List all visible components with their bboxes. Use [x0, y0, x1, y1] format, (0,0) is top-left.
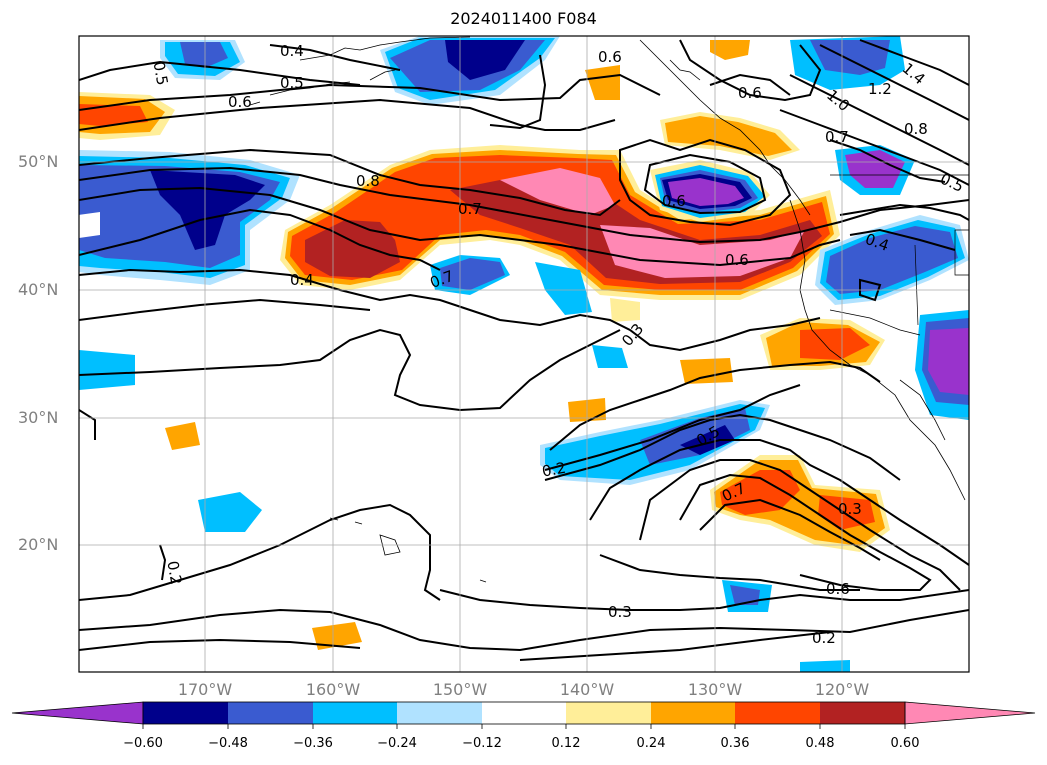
colorbar-extend-high — [904, 701, 1036, 725]
contour-label: 0.5 — [280, 74, 304, 92]
lat-label-20n: 20°N — [18, 535, 59, 554]
lon-label-130w: 130°W — [687, 680, 743, 699]
contour-label: 0.8 — [904, 120, 928, 138]
colorbar-bin — [143, 702, 228, 724]
lat-label-50n: 50°N — [18, 152, 59, 171]
contour-label: 0.8 — [356, 172, 380, 190]
colorbar-tick-label: 0.48 — [805, 736, 835, 751]
map-frame — [78, 35, 970, 673]
contour-label: 0.7 — [825, 128, 849, 146]
contour-lines — [79, 39, 969, 661]
colorbar-tick-label: 0.60 — [890, 736, 920, 751]
contour-label: 0.2 — [812, 629, 836, 647]
colorbar-outline — [142, 701, 906, 725]
contour-label: 0.7 — [458, 200, 482, 218]
colorbar-tick-label: −0.48 — [208, 736, 248, 751]
colorbar-bin — [228, 702, 313, 724]
colorbar — [11, 701, 1036, 729]
colorbar-bin — [397, 702, 482, 724]
contour-label: 0.6 — [228, 93, 252, 111]
contour-label: 0.4 — [280, 42, 304, 60]
colorbar-bin — [735, 702, 820, 724]
colorbar-tick-label: 0.24 — [636, 736, 666, 751]
contour-label: 0.3 — [608, 603, 632, 621]
lon-label-150w: 150°W — [432, 680, 488, 699]
colorbar-extend-low — [11, 701, 144, 725]
contour-label: 0.6 — [598, 48, 622, 66]
lon-label-170w: 170°W — [177, 680, 233, 699]
contour-label: 0.6 — [725, 251, 749, 269]
contour-label: 0.3 — [618, 320, 647, 350]
colorbar-bin — [313, 702, 397, 724]
contour-label: 0.2 — [541, 459, 568, 481]
contour-label: 0.5 — [937, 170, 966, 196]
lon-label-120w: 120°W — [814, 680, 870, 699]
lat-label-40n: 40°N — [18, 280, 59, 299]
contour-label: 0.6 — [826, 580, 850, 598]
colorbar-tick-label: 0.36 — [720, 736, 750, 751]
contour-label: 1.2 — [868, 80, 892, 98]
contour-label: 0.2 — [163, 559, 185, 586]
contour-label: 0.6 — [738, 84, 762, 102]
political-borders — [829, 174, 969, 336]
colorbar-tick-label: −0.36 — [293, 736, 333, 751]
colorbar-tick-label: −0.12 — [462, 736, 502, 751]
contour-label: 0.3 — [838, 500, 862, 518]
colorbar-bin — [566, 702, 651, 724]
contour-label: 0.4 — [290, 271, 314, 289]
lon-label-140w: 140°W — [559, 680, 615, 699]
contour-label: 0.5 — [150, 60, 172, 87]
lon-label-160w: 160°W — [305, 680, 361, 699]
contour-label: 1.0 — [823, 86, 853, 115]
colorbar-tick-label: −0.24 — [377, 736, 417, 751]
contour-label: 0.6 — [662, 192, 686, 210]
colorbar-tick-label: −0.60 — [123, 736, 163, 751]
graticule — [79, 36, 969, 672]
map-plot-area — [79, 36, 969, 672]
lat-label-30n: 30°N — [18, 408, 59, 427]
map-title: 2024011400 F084 — [450, 9, 597, 28]
colorbar-bin — [820, 702, 905, 724]
colorbar-tick-label: 0.12 — [551, 736, 581, 751]
colorbar-bin — [482, 702, 566, 724]
colorbar-bin — [651, 702, 735, 724]
